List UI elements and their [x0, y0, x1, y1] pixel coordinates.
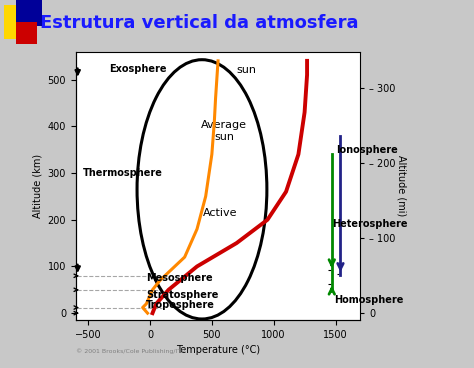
Bar [16, 22, 37, 44]
Text: Exosphere: Exosphere [109, 64, 167, 74]
Text: Active: Active [203, 208, 238, 218]
Text: Stratosphere: Stratosphere [146, 290, 219, 300]
X-axis label: Temperature (°C): Temperature (°C) [176, 346, 260, 355]
Text: Ionosphere: Ionosphere [336, 145, 398, 155]
Text: Estrutura vertical da atmosfera: Estrutura vertical da atmosfera [40, 14, 359, 32]
Bar [4, 5, 30, 39]
Y-axis label: Altitude (mi): Altitude (mi) [397, 155, 407, 216]
Text: Thermosphere: Thermosphere [83, 168, 163, 178]
Text: © 2001 Brooks/Cole Publishing/ITP: © 2001 Brooks/Cole Publishing/ITP [76, 348, 185, 354]
Text: Mesosphere: Mesosphere [146, 273, 213, 283]
Y-axis label: Altitude (km): Altitude (km) [32, 154, 42, 218]
Text: Average
sun: Average sun [201, 120, 247, 142]
Bar [16, 0, 42, 26]
Text: Homosphere: Homosphere [334, 295, 403, 305]
Text: Heterosphere: Heterosphere [332, 219, 407, 229]
Text: Troposphere: Troposphere [146, 300, 215, 310]
Text: sun: sun [237, 65, 256, 75]
